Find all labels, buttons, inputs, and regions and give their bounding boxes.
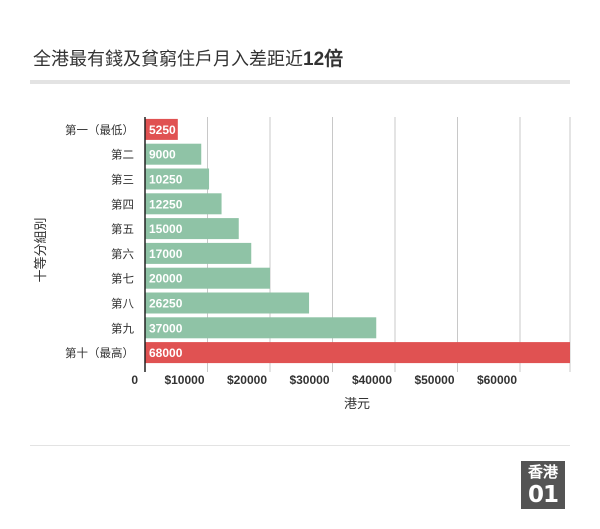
bar: [145, 193, 222, 215]
y-tick-label: 第六: [111, 247, 134, 261]
bar: [145, 342, 570, 364]
chart-title-text: 全港最有錢及貧窮住戶月入差距近: [33, 49, 303, 70]
bar-value-label: 17000: [149, 247, 183, 261]
bar: [145, 267, 270, 289]
x-tick-label: $40000: [352, 373, 392, 387]
y-tick-label: 第一（最低）: [65, 123, 134, 137]
bar-value-label: 10250: [149, 173, 183, 187]
x-tick-label: $20000: [227, 373, 267, 387]
bar-value-label: 9000: [149, 148, 176, 162]
hk01-logo: 香港 01: [521, 461, 565, 509]
bar: [145, 292, 310, 314]
x-tick-label: $10000: [164, 373, 204, 387]
y-tick-label: 第七: [111, 272, 134, 286]
y-tick-label: 第八: [111, 297, 134, 311]
bar: [145, 242, 252, 264]
bar-value-label: 12250: [149, 197, 183, 211]
y-tick-label: 第二: [111, 148, 134, 162]
chart-title-highlight: 12倍: [303, 49, 344, 70]
x-tick-label: $50000: [414, 373, 454, 387]
bar-value-label: 5250: [149, 123, 176, 137]
y-tick-label: 第十（最高）: [65, 346, 134, 360]
x-tick-label: 0: [131, 373, 138, 387]
y-tick-label: 第三: [111, 173, 134, 187]
logo-text-top: 香港: [527, 463, 558, 481]
bar-value-label: 37000: [149, 321, 183, 335]
x-axis-title: 港元: [344, 397, 370, 412]
x-tick-label: $30000: [289, 373, 329, 387]
chart-title: 全港最有錢及貧窮住戶月入差距近12倍: [33, 44, 343, 71]
bar: [145, 143, 202, 165]
bar: [145, 317, 377, 339]
logo-text-bottom: 01: [527, 482, 559, 508]
bar-value-label: 15000: [149, 222, 183, 236]
x-tick-label: $60000: [477, 373, 517, 387]
bar-value-label: 26250: [149, 297, 183, 311]
bar-value-label: 68000: [149, 346, 183, 360]
footer-divider: [30, 445, 570, 446]
y-tick-label: 第四: [111, 197, 134, 211]
y-axis-title: 十等分組別: [33, 217, 49, 282]
bar: [145, 168, 210, 190]
bar-value-label: 20000: [149, 272, 183, 286]
y-tick-label: 第九: [111, 321, 134, 335]
y-tick-label: 第五: [111, 222, 134, 236]
bar: [145, 118, 178, 140]
title-divider: [30, 80, 570, 84]
bar: [145, 218, 239, 240]
